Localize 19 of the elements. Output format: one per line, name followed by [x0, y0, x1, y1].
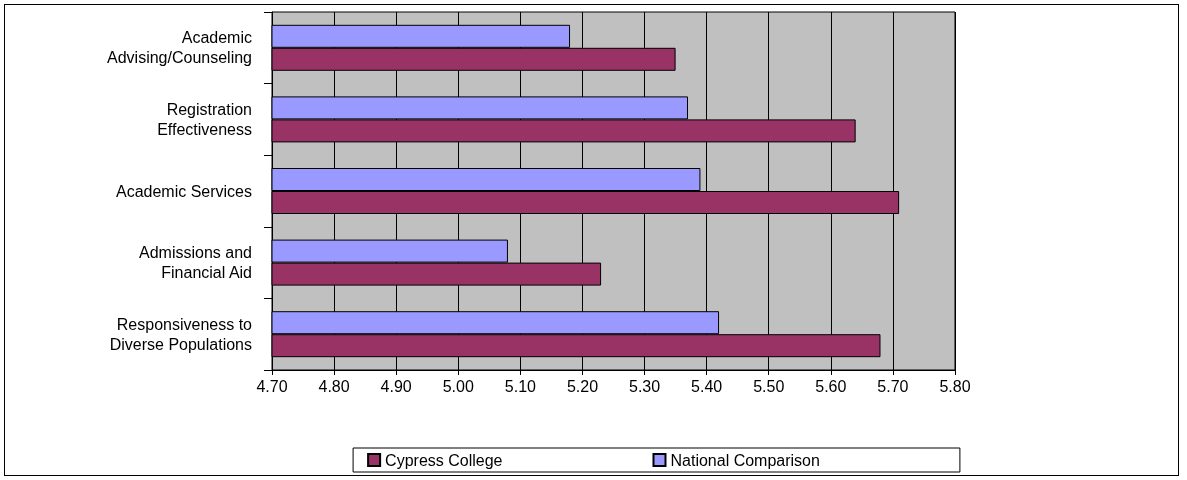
- y-tick-label: Admissions and Financial Aid: [139, 244, 252, 282]
- y-tick-label: Academic Services: [115, 182, 252, 200]
- x-tick-label: 5.20: [566, 377, 599, 395]
- x-tick-label: 5.60: [815, 377, 847, 395]
- x-tick-label: 5.10: [504, 377, 537, 395]
- x-tick-label: 5.70: [877, 377, 909, 395]
- x-tick-label: 5.30: [628, 377, 661, 395]
- x-tick-label: 4.80: [318, 377, 350, 395]
- legend-label: Cypress College: [385, 451, 503, 469]
- y-tick-label: Academic Advising/Counseling: [107, 29, 252, 67]
- x-tick-label: 5.50: [753, 377, 785, 395]
- y-tick-label: Registration Effectiveness: [157, 100, 252, 138]
- x-tick-label: 4.90: [380, 377, 412, 395]
- x-tick-label: 5.00: [442, 377, 474, 395]
- x-tick-label: 4.70: [256, 377, 288, 395]
- x-tick-label: 5.40: [691, 377, 723, 395]
- legend-label: National Comparison: [670, 451, 820, 469]
- x-tick-label: 5.80: [939, 377, 971, 395]
- y-tick-label: Responsiveness to Diverse Populations: [109, 315, 253, 353]
